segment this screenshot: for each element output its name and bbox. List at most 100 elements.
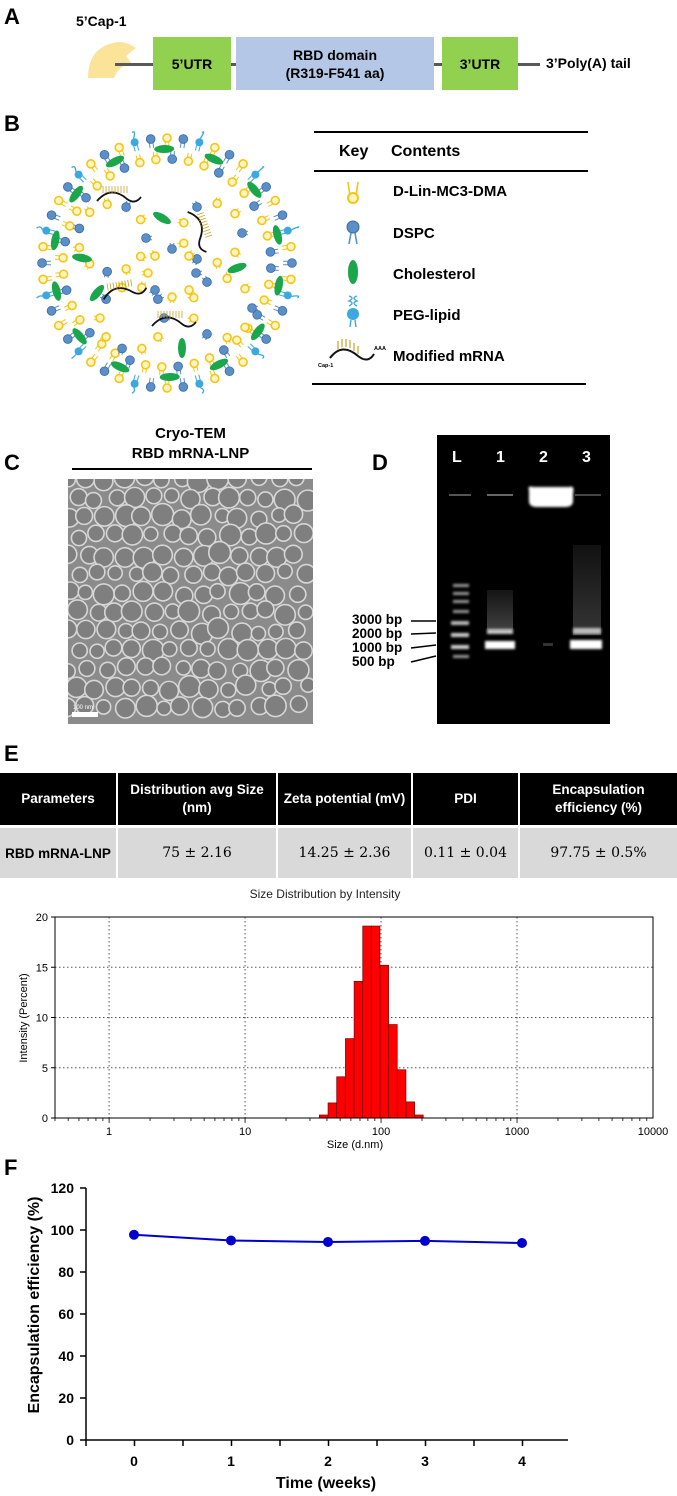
tem-particle — [130, 506, 152, 527]
ee-y-tick-label: 20 — [58, 1390, 74, 1406]
tem-particle — [296, 489, 313, 512]
lnp-mc3-lipid — [135, 214, 146, 225]
tem-particle — [84, 491, 103, 510]
lnp-mc3-lipid — [262, 231, 273, 241]
lnp-dspc-lipid — [213, 168, 224, 178]
ionizable-lipid-icon — [347, 181, 359, 204]
tem-particle — [70, 529, 88, 547]
ee-series — [129, 1229, 527, 1249]
tem-particle — [217, 637, 240, 660]
lnp-cholesterol — [69, 185, 83, 203]
mrna-icon-tail: AAA — [374, 346, 386, 352]
cell-zeta: 14.25 ± 2.36 — [277, 825, 413, 878]
dls-bar — [405, 1101, 415, 1119]
lnp-mc3-lipid — [162, 383, 172, 393]
tem-particle — [173, 547, 194, 568]
key-item-cholesterol: Cholesterol — [393, 266, 476, 283]
lnp-mc3-lipid — [230, 208, 240, 219]
lnp-peg-chain — [131, 387, 136, 394]
lnp-dspc-lipid — [249, 201, 259, 211]
lnp-dspc-lipid — [63, 182, 73, 192]
ee-y-tick-label: 80 — [58, 1264, 74, 1280]
dls-x-tick-label: 10000 — [638, 1126, 669, 1138]
lnp-mc3-lipid — [53, 195, 64, 206]
lnp-mc3-lipid — [53, 320, 64, 331]
dls-bars — [319, 925, 424, 1119]
lnp-mc3-lipid — [150, 251, 160, 261]
lnp-mc3-lipid — [38, 241, 48, 252]
lnp-mc3-lipid — [65, 221, 75, 231]
tem-particle — [161, 566, 180, 585]
tem-particle — [152, 479, 170, 489]
tem-particle — [227, 479, 248, 489]
lnp-peg-chain — [36, 295, 43, 299]
tem-particle — [198, 679, 219, 700]
lnp-dspc-lipid — [224, 149, 235, 160]
tem-particle — [283, 544, 303, 564]
dls-bar — [336, 1076, 346, 1119]
lnp-mc3-lipid — [167, 292, 177, 302]
tem-particle — [191, 696, 214, 719]
lnp-peg-lipid — [130, 138, 139, 147]
ee-data-point — [517, 1238, 527, 1249]
tem-particle — [78, 659, 96, 678]
tem-particle — [141, 679, 160, 697]
lnp-peg-lipid — [251, 170, 260, 179]
marker-3000: 3000 bp — [352, 612, 403, 627]
dls-y-tick-label: 10 — [36, 1013, 48, 1025]
lnp-dspc-lipid — [287, 258, 297, 268]
lnp-dspc-lipid — [37, 258, 47, 268]
cell-pdi: 0.11 ± 0.04 — [412, 825, 520, 878]
tem-particle — [68, 544, 78, 565]
lnp-dspc-lipid — [81, 192, 91, 203]
tem-particle — [207, 661, 227, 681]
tem-particle — [217, 486, 241, 509]
lnp-cholesterol — [110, 361, 130, 373]
lnp-mc3-lipid — [210, 142, 220, 153]
tem-particle — [297, 604, 313, 621]
tem-particle — [152, 581, 174, 602]
tem-particle — [276, 563, 294, 580]
row-label: RBD mRNA-LNP — [0, 825, 118, 878]
tem-particle — [68, 599, 89, 621]
lnp-dspc-lipid — [61, 285, 72, 295]
lnp-mc3-lipid — [102, 199, 112, 210]
lnp-mc3-lipid — [204, 353, 215, 363]
lnp-peg-lipid — [195, 379, 204, 388]
lnp-cholesterol — [153, 211, 171, 225]
lnp-dspc-lipid — [191, 268, 201, 278]
lnp-mc3-lipid — [95, 313, 105, 323]
lnp-mc3-lipid — [92, 181, 103, 191]
tem-particle — [141, 561, 163, 583]
tem-particle — [68, 581, 80, 601]
lnp-dspc-lipid — [46, 210, 57, 220]
lnp-mc3-lipid — [286, 241, 296, 252]
tem-particle — [103, 602, 125, 623]
tem-particle — [177, 674, 202, 699]
tem-particle — [287, 479, 305, 487]
lnp-peg-chain — [71, 354, 77, 359]
lnp-dspc-lipid — [252, 309, 262, 320]
lnp-mc3-lipid — [140, 359, 151, 370]
parameters-data-row: RBD mRNA-LNP 75 ± 2.16 14.25 ± 2.36 0.11… — [0, 825, 677, 878]
lnp-peg-lipid — [42, 291, 51, 300]
tem-particle — [229, 546, 249, 566]
lnp-mc3-lipid — [238, 357, 248, 367]
tem-particle — [240, 527, 259, 546]
ee-data-point — [129, 1229, 139, 1240]
tem-particle — [105, 524, 125, 543]
tem-particle — [158, 680, 180, 702]
marker-2000: 2000 bp — [352, 626, 403, 641]
tem-particle — [71, 642, 89, 659]
lnp-dspc-lipid — [102, 266, 112, 277]
dls-bar — [371, 925, 381, 1119]
lnp-cholesterol — [72, 328, 87, 345]
tem-particle — [274, 637, 297, 660]
lnp-mc3-lipid — [286, 274, 296, 285]
lnp-mc3-lipid — [38, 274, 48, 285]
tem-particle — [207, 540, 232, 565]
tem-particle — [93, 479, 114, 492]
lnp-mc3-lipid — [179, 238, 189, 249]
lnp-mc3-lipid — [96, 339, 107, 349]
lnp-dspc-lipid — [60, 236, 71, 247]
